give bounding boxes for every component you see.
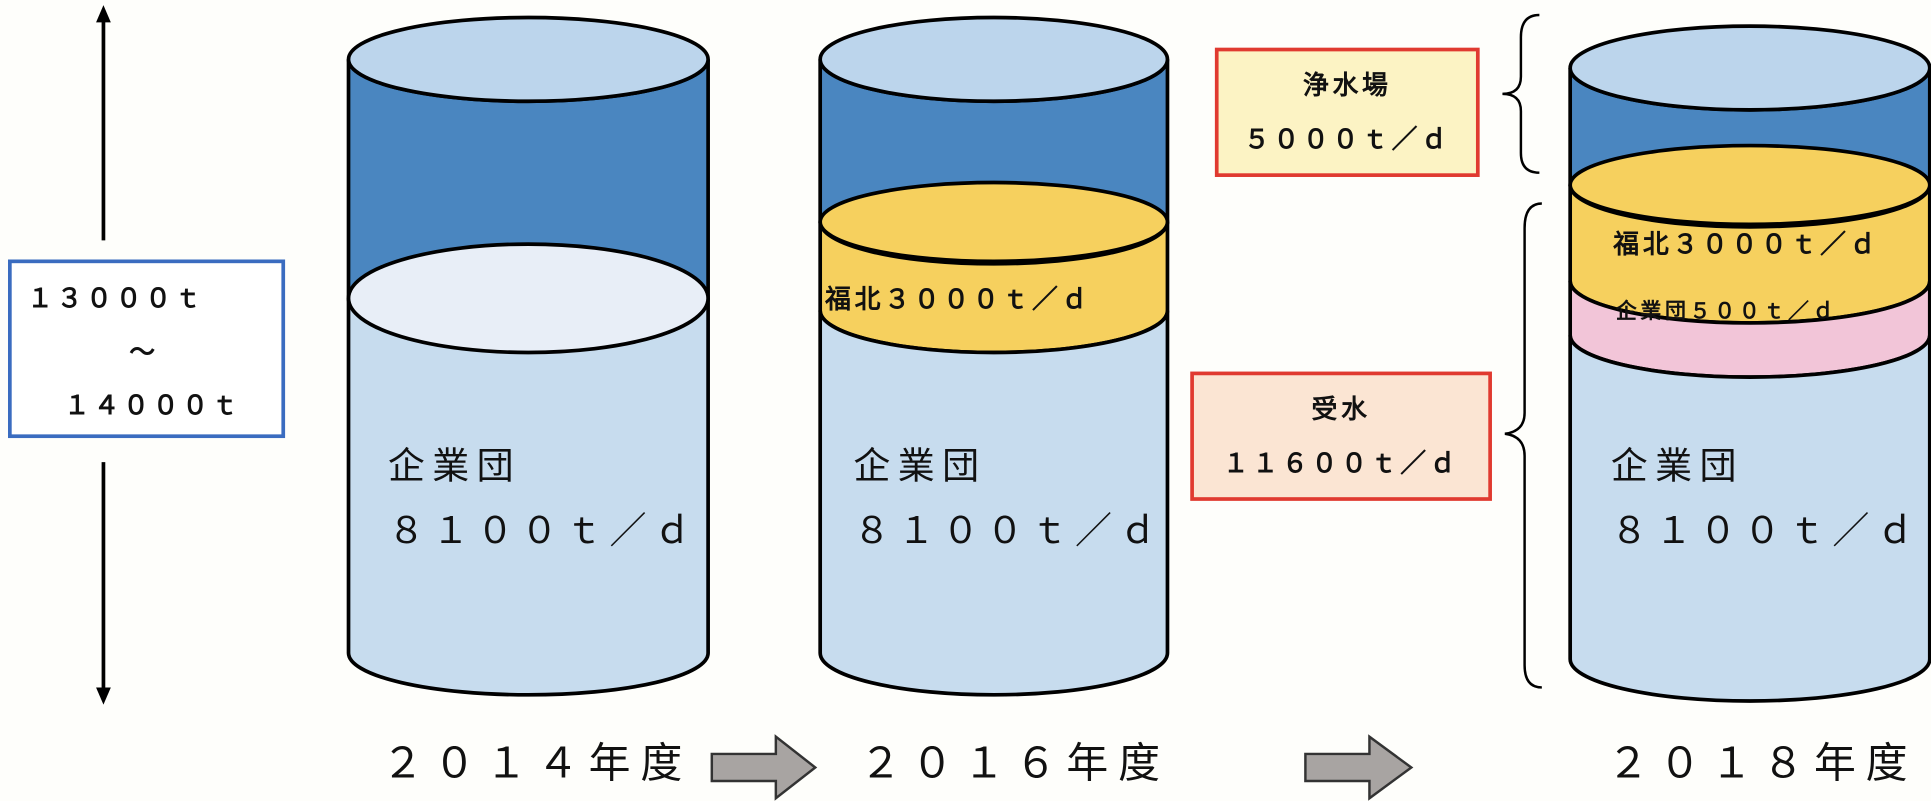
tank-band <box>1568 335 1931 703</box>
callout-box <box>1190 371 1492 501</box>
base-value: ８１００ｔ／ｄ <box>1611 509 1921 552</box>
tank-surface <box>1568 143 1931 227</box>
callout-label: 浄水場 <box>1303 71 1392 101</box>
tank-surface <box>818 180 1170 264</box>
range-min: １３０００ｔ <box>27 284 204 314</box>
arrow <box>710 734 818 801</box>
tank-surface <box>1568 24 1931 112</box>
layer-label: 企業団５００ｔ／ｄ <box>1615 299 1838 323</box>
callout-label: 受水 <box>1312 394 1371 425</box>
tank-band <box>818 310 1170 697</box>
tank-surface <box>818 15 1170 104</box>
brace <box>1504 202 1542 689</box>
layer-label: 福北３０００ｔ／ｄ <box>824 285 1091 315</box>
callout-box <box>1214 47 1480 177</box>
arrow <box>1304 734 1414 801</box>
callout-value: １１６００ｔ／ｄ <box>1223 449 1459 479</box>
range-max: １４０００ｔ <box>64 391 241 421</box>
tank-surface <box>346 242 710 355</box>
year-label: ２０１４年度 <box>382 739 692 788</box>
base-label: 企業団 <box>1611 445 1744 488</box>
callout-value: ５０００ｔ／ｄ <box>1244 125 1451 155</box>
year-label: ２０１６年度 <box>860 739 1170 788</box>
tanks: 企業団 ８１００ｔ／ｄ 福北３０００ｔ／ｄ 企業団 ８１００ｔ／ｄ 福北３０００ｔ／ｄ 企業… <box>346 15 1931 703</box>
base-value: ８１００ｔ／ｄ <box>853 509 1163 552</box>
year-label: ２０１８年度 <box>1607 739 1917 788</box>
layer-label: 福北３０００ｔ／ｄ <box>1612 230 1879 260</box>
tank-surface <box>346 15 710 104</box>
base-label: 企業団 <box>853 445 986 488</box>
brace <box>1502 13 1540 174</box>
base-value: ８１００ｔ／ｄ <box>388 509 698 552</box>
tank-band <box>346 298 710 697</box>
range-separator: ～ <box>129 338 159 368</box>
range-arrow <box>96 5 111 705</box>
base-label: 企業団 <box>388 445 521 488</box>
range-box <box>8 259 286 439</box>
